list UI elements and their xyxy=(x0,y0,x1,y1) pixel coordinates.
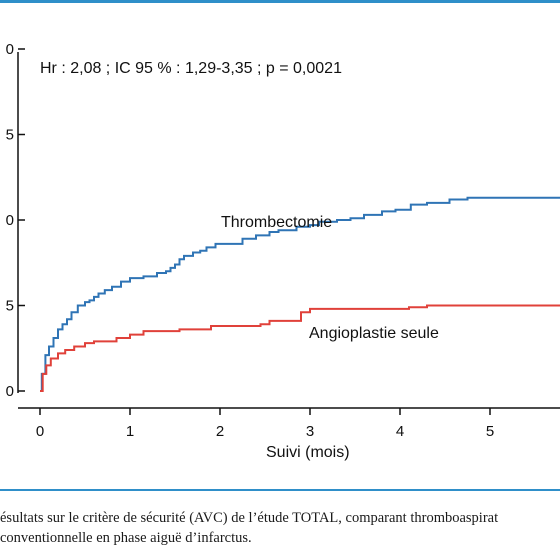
caption-rule xyxy=(0,489,560,491)
chart-axes xyxy=(17,52,560,409)
x-tick-label: 4 xyxy=(396,423,404,440)
x-tick-label: 5 xyxy=(486,423,494,440)
y-tick-label: 0 xyxy=(6,41,14,58)
stroke-chart: 0 5 0 5 0 0 1 2 3 4 5 Hr : 2,08 ; IC 95 % : 1,29-… xyxy=(6,41,560,461)
legend-label-angioplastie: Angioplastie seule xyxy=(309,325,439,342)
x-axis-title: Suivi (mois) xyxy=(266,444,350,461)
x-tick-label: 3 xyxy=(306,423,314,440)
series-lines xyxy=(40,196,560,392)
caption-line-2: conventionnelle en phase aiguë d’infarct… xyxy=(0,530,252,546)
y-ticks: 0 5 0 5 0 xyxy=(6,41,25,400)
x-tick-label: 1 xyxy=(126,423,134,440)
top-rule xyxy=(0,0,560,3)
y-tick-label: 5 xyxy=(6,127,14,144)
legend-label-thrombectomie: Thrombectomie xyxy=(221,214,332,231)
stats-annotation: Hr : 2,08 ; IC 95 % : 1,29-3,35 ; p = 0,… xyxy=(40,60,342,77)
series-line-angioplastie xyxy=(40,304,560,392)
series-line-thrombectomie xyxy=(40,196,560,392)
x-tick-label: 2 xyxy=(216,423,224,440)
figure-caption: ésultats sur le critère de sécurité (AVC… xyxy=(0,508,560,548)
y-tick-label: 0 xyxy=(6,212,14,229)
y-tick-label: 5 xyxy=(6,298,14,315)
x-tick-label: 0 xyxy=(36,423,44,440)
y-tick-label: 0 xyxy=(6,383,14,400)
caption-line-1: ésultats sur le critère de sécurité (AVC… xyxy=(0,510,499,526)
x-ticks: 0 1 2 3 4 5 xyxy=(36,408,494,440)
